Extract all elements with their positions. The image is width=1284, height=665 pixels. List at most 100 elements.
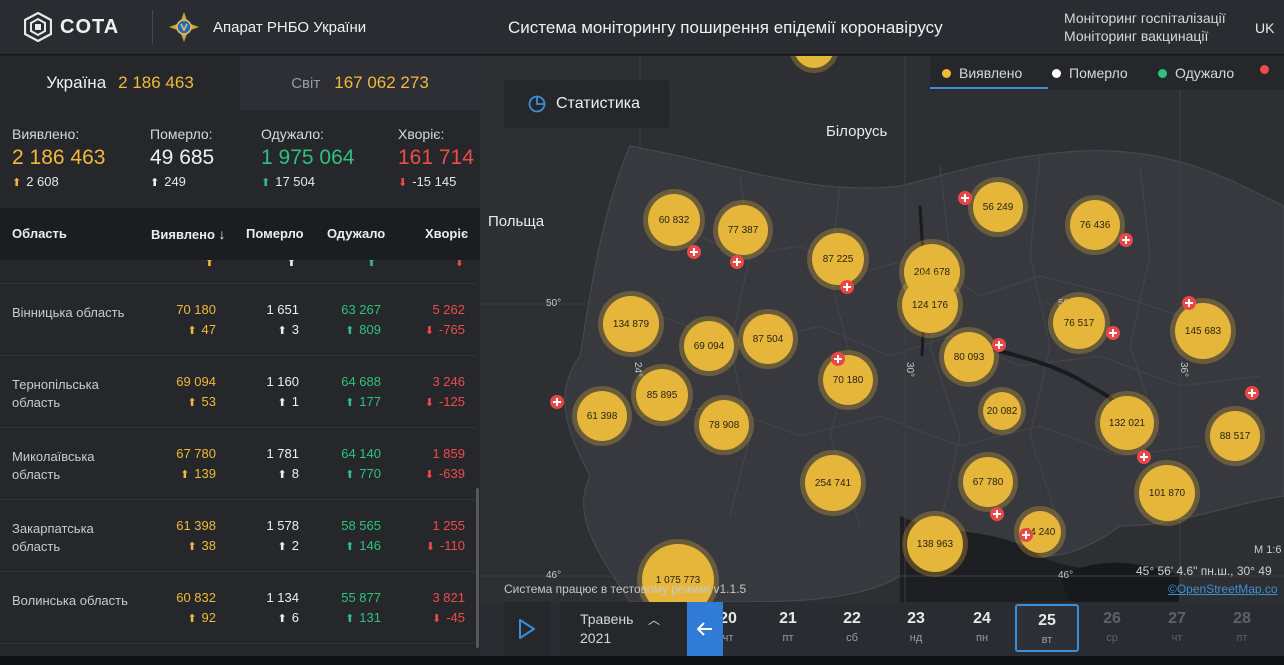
weekday: сб bbox=[846, 632, 858, 644]
region-bubble[interactable]: 69 094 bbox=[684, 321, 734, 371]
died-cell: 1 134 bbox=[266, 590, 299, 605]
hospital-icon[interactable] bbox=[1137, 450, 1151, 464]
region-bubble[interactable]: 80 093 bbox=[944, 332, 994, 382]
hospital-icon[interactable] bbox=[1119, 233, 1133, 247]
hospital-icon[interactable] bbox=[958, 191, 972, 205]
region-bubble[interactable]: 78 908 bbox=[699, 400, 749, 450]
hospital-icon[interactable] bbox=[990, 507, 1004, 521]
day-item[interactable]: 27 чт bbox=[1149, 610, 1205, 644]
died-delta: 6 bbox=[291, 610, 299, 625]
cota-logo[interactable]: COTA bbox=[24, 12, 119, 42]
region-bubble[interactable]: 60 832 bbox=[648, 194, 700, 246]
table-scrollbar[interactable] bbox=[476, 488, 479, 648]
region-bubble[interactable]: 76 436 bbox=[1070, 200, 1120, 250]
table-row[interactable]: Миколаївська область 67 780 ⬆ 139 1 781 ⬆… bbox=[0, 428, 476, 500]
died-delta: 3 bbox=[291, 322, 299, 337]
recovered-delta: 809 bbox=[359, 322, 381, 337]
legend-sick[interactable] bbox=[1260, 65, 1269, 74]
table-row[interactable]: Закарпатська область 61 398 ⬆ 38 1 578 ⬆ 2… bbox=[0, 500, 476, 572]
hospital-icon[interactable] bbox=[550, 395, 564, 409]
hospital-icon[interactable] bbox=[1182, 296, 1196, 310]
os-taskbar bbox=[0, 656, 1284, 665]
legend-died[interactable]: Померло bbox=[1052, 65, 1128, 81]
map-view[interactable]: Статистика Виявлено Померло Одужало Біло… bbox=[480, 56, 1284, 602]
hospital-icon[interactable] bbox=[992, 338, 1006, 352]
table-row[interactable]: Вінницька область 70 180 ⬆ 47 1 651 ⬆ 3 63… bbox=[0, 284, 476, 356]
language-switch[interactable]: UK bbox=[1255, 20, 1275, 36]
arrow-down-icon: ⬇ bbox=[424, 469, 434, 481]
day-item[interactable]: 24 пн bbox=[954, 610, 1010, 644]
hospitalization-link[interactable]: Моніторинг госпіталізації bbox=[1064, 10, 1226, 26]
arrow-up-icon: ⬆ bbox=[345, 397, 355, 409]
region-bubble[interactable]: 77 387 bbox=[718, 205, 768, 255]
logo-text: COTA bbox=[60, 15, 120, 38]
arrow-up-icon: ⬆ bbox=[187, 613, 197, 625]
detected-delta: 53 bbox=[201, 394, 216, 409]
tab-ukraine[interactable]: Україна 2 186 463 bbox=[0, 56, 240, 110]
region-bubble[interactable]: 56 249 bbox=[973, 182, 1023, 232]
arrow-up-icon: ⬆ bbox=[345, 469, 355, 481]
day-item[interactable]: 20 чт bbox=[700, 610, 756, 644]
region-bubble[interactable]: 70 180 bbox=[823, 355, 873, 405]
region-bubble[interactable]: 88 517 bbox=[1210, 411, 1260, 461]
region-bubble[interactable]: 101 870 bbox=[1139, 465, 1195, 521]
col-recovered[interactable]: Одужало bbox=[327, 226, 386, 241]
weekday: пт bbox=[1236, 632, 1248, 644]
region-bubble[interactable]: 1 075 773 bbox=[642, 544, 714, 602]
col-sick[interactable]: Хворіє bbox=[425, 226, 469, 241]
day-item-selected[interactable]: 25 вт bbox=[1015, 604, 1079, 652]
stat-label: Виявлено: bbox=[12, 126, 80, 142]
hospital-icon[interactable] bbox=[840, 280, 854, 294]
region-bubble[interactable]: 87 225 bbox=[812, 233, 864, 285]
col-detected[interactable]: Виявлено ↓ bbox=[151, 226, 226, 242]
region-bubble[interactable]: 87 504 bbox=[743, 314, 793, 364]
day-item[interactable]: 22 сб bbox=[824, 610, 880, 644]
table-row[interactable]: Тернопільська область 69 094 ⬆ 53 1 160 ⬆… bbox=[0, 356, 476, 428]
vaccination-link[interactable]: Моніторинг вакцинації bbox=[1064, 28, 1209, 44]
table-row-partial[interactable]: ⬆ ⬆ ⬆ ⬇ bbox=[0, 260, 476, 284]
hospital-icon[interactable] bbox=[1106, 326, 1120, 340]
detected-delta: 38 bbox=[201, 538, 216, 553]
table-row[interactable]: Волинська область 60 832 ⬆ 92 1 134 ⬆ 6 55… bbox=[0, 572, 476, 644]
legend-detected[interactable]: Виявлено bbox=[942, 65, 1022, 81]
legend-recovered[interactable]: Одужало bbox=[1158, 65, 1234, 81]
statistics-button[interactable]: Статистика bbox=[504, 80, 669, 128]
region-name: Волинська область bbox=[12, 593, 128, 608]
day-item[interactable]: 28 пт bbox=[1214, 610, 1270, 644]
hospital-icon[interactable] bbox=[1019, 528, 1033, 542]
stat-recovered: Одужало: 1 975 064 ⬆ 17 504 bbox=[261, 126, 354, 189]
osm-attribution-link[interactable]: ©OpenStreetMap.co bbox=[1168, 582, 1278, 596]
pie-chart-icon bbox=[528, 95, 546, 113]
day-item[interactable]: 26 ср bbox=[1084, 610, 1140, 644]
statistics-label: Статистика bbox=[556, 95, 641, 112]
play-button[interactable] bbox=[504, 602, 550, 656]
region-bubble[interactable]: 85 895 bbox=[636, 369, 688, 421]
region-bubble[interactable]: 138 963 bbox=[907, 516, 963, 572]
month-selector[interactable]: Травень 2021 ︿ bbox=[560, 602, 686, 656]
region-bubble[interactable]: 67 780 bbox=[963, 457, 1013, 507]
day-item[interactable]: 23 нд bbox=[888, 610, 944, 644]
died-delta: 2 bbox=[291, 538, 299, 553]
lon-label: 30° bbox=[904, 361, 916, 378]
back-button[interactable] bbox=[687, 602, 723, 656]
region-bubble[interactable]: 132 021 bbox=[1100, 396, 1154, 450]
region-bubble[interactable]: 76 517 bbox=[1053, 297, 1105, 349]
region-bubble-partial[interactable] bbox=[794, 56, 834, 68]
green-dot-icon bbox=[1158, 68, 1167, 78]
died-delta: 1 bbox=[291, 394, 299, 409]
hospital-icon[interactable] bbox=[1245, 386, 1259, 400]
region-bubble[interactable]: 254 741 bbox=[805, 455, 861, 511]
hospital-icon[interactable] bbox=[687, 245, 701, 259]
hospital-icon[interactable] bbox=[730, 255, 744, 269]
region-bubble[interactable]: 145 683 bbox=[1175, 303, 1231, 359]
region-bubble[interactable]: 134 879 bbox=[603, 296, 659, 352]
day-item[interactable]: 21 пт bbox=[760, 610, 816, 644]
tab-world[interactable]: Світ 167 062 273 bbox=[240, 56, 480, 110]
top-header: COTA Апарат РНБО України Система монітор… bbox=[0, 0, 1284, 55]
hospital-icon[interactable] bbox=[831, 352, 845, 366]
region-bubble[interactable]: 20 082 bbox=[983, 392, 1021, 430]
col-died[interactable]: Померло bbox=[246, 226, 304, 241]
region-bubble[interactable]: 61 398 bbox=[577, 391, 627, 441]
region-bubble[interactable]: 124 176 bbox=[902, 277, 958, 333]
col-region[interactable]: Область bbox=[12, 226, 67, 241]
